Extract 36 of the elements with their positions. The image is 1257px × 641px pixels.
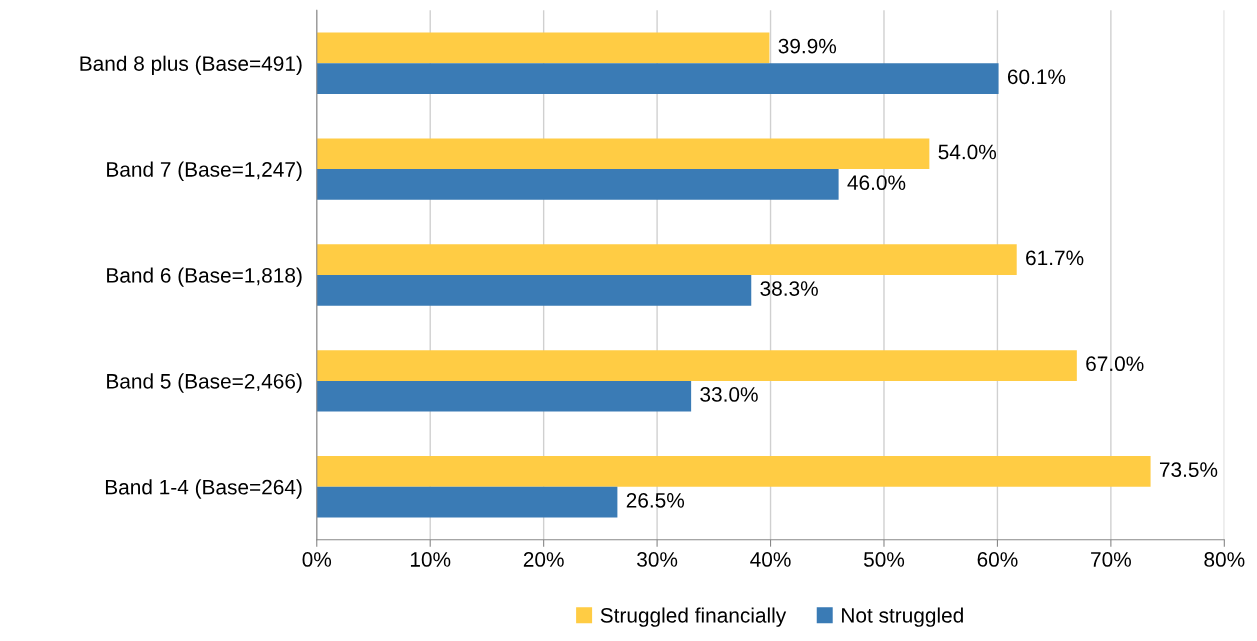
bar xyxy=(316,486,618,518)
y-tick-label: Band 7 (Base=1,247) xyxy=(107,161,302,181)
x-tick-label: 10% xyxy=(410,552,451,567)
y-tick-label: Band 6 (Base=1,818) xyxy=(107,267,302,287)
data-label: 33.0% xyxy=(700,387,758,402)
x-tick-label: 0% xyxy=(302,552,332,567)
x-tick-label: 50% xyxy=(863,552,905,567)
legend-label: Struggled financially xyxy=(600,607,787,627)
bar xyxy=(316,274,752,306)
y-tick-label: Band 5 (Base=2,466) xyxy=(107,373,302,393)
bar xyxy=(316,63,999,94)
data-label: 26.5% xyxy=(626,492,685,508)
data-label: 61.7% xyxy=(1026,250,1084,266)
data-label: 39.9% xyxy=(778,38,837,54)
bar xyxy=(316,380,692,412)
y-tick-label: Band 1-4 (Base=264) xyxy=(105,479,302,499)
x-tick-label: 30% xyxy=(637,552,678,567)
x-tick-label: 20% xyxy=(523,552,564,567)
data-label: 60.1% xyxy=(1007,69,1066,85)
data-label: 46.0% xyxy=(847,175,906,191)
x-tick-label: 70% xyxy=(1091,552,1131,567)
data-label: 67.0% xyxy=(1086,356,1144,372)
bar xyxy=(316,244,1017,275)
bar xyxy=(316,169,839,200)
legend-label: Not struggled xyxy=(842,607,963,627)
data-label: 73.5% xyxy=(1159,462,1218,478)
data-label: 38.3% xyxy=(760,281,818,296)
bar xyxy=(316,350,1077,381)
x-tick-label: 60% xyxy=(977,552,1018,567)
x-tick-label: 40% xyxy=(750,552,791,567)
bar xyxy=(316,32,770,64)
x-tick-label: 80% xyxy=(1204,552,1245,567)
y-tick-label: Band 8 plus (Base=491) xyxy=(80,55,302,76)
bar xyxy=(316,138,930,170)
bar xyxy=(316,456,1151,487)
data-label: 54.0% xyxy=(938,144,997,160)
